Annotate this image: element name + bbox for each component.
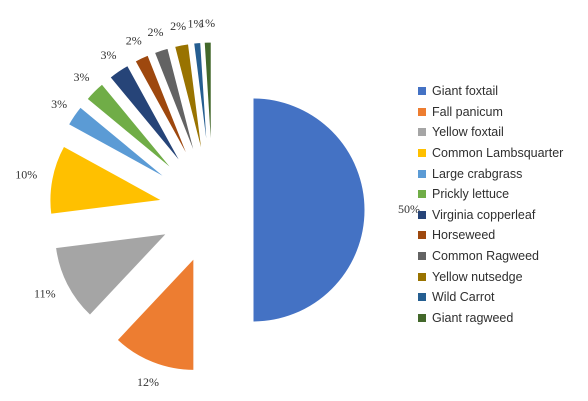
legend-item-prickly-lettuce: Prickly lettuce bbox=[418, 184, 563, 205]
pie-slice-yellow-foxtail bbox=[54, 232, 168, 316]
legend-item-common-lambsquarter: Common Lambsquarter bbox=[418, 143, 563, 164]
legend-item-giant-foxtail: Giant foxtail bbox=[418, 81, 563, 102]
data-label-large-crabgrass: 3% bbox=[51, 97, 67, 111]
legend-label: Fall panicum bbox=[432, 104, 503, 119]
legend-label: Virginia copperleaf bbox=[432, 207, 536, 222]
legend-swatch bbox=[418, 87, 426, 96]
data-label-yellow-nutsedge: 2% bbox=[170, 19, 186, 33]
chart-legend: Giant foxtail Fall panicum Yellow foxtail C… bbox=[418, 81, 563, 328]
legend-label: Horseweed bbox=[432, 228, 496, 243]
legend-label: Yellow nutsedge bbox=[432, 269, 523, 284]
pie-slice-common-ragweed bbox=[153, 47, 197, 157]
legend-label: Wild Carrot bbox=[432, 290, 495, 305]
legend-item-wild-carrot: Wild Carrot bbox=[418, 287, 563, 308]
legend-swatch bbox=[418, 128, 426, 137]
legend-item-horseweed: Horseweed bbox=[418, 225, 563, 246]
legend-item-fall-panicum: Fall panicum bbox=[418, 102, 563, 123]
pie-slice-horseweed bbox=[134, 54, 190, 160]
pie-slice-fall-panicum bbox=[116, 257, 195, 371]
legend-item-giant-ragweed: Giant ragweed bbox=[418, 308, 563, 329]
legend-item-yellow-nutsedge: Yellow nutsedge bbox=[418, 266, 563, 287]
legend-label: Large crabgrass bbox=[432, 166, 523, 181]
data-label-yellow-foxtail: 11% bbox=[34, 286, 56, 300]
legend-swatch bbox=[418, 293, 426, 302]
legend-swatch bbox=[418, 231, 426, 240]
data-label-giant-ragweed: 1% bbox=[199, 16, 215, 30]
pie-slice-virginia-copperleaf bbox=[109, 64, 182, 165]
pie-slice-wild-carrot bbox=[193, 41, 209, 155]
data-label-giant-foxtail: 50% bbox=[398, 202, 420, 216]
pie-slice-prickly-lettuce bbox=[86, 83, 174, 171]
legend-swatch bbox=[418, 190, 426, 199]
legend-item-large-crabgrass: Large crabgrass bbox=[418, 163, 563, 184]
data-label-prickly-lettuce: 3% bbox=[73, 70, 89, 84]
data-label-virginia-copperleaf: 3% bbox=[100, 48, 116, 62]
pie-slice-large-crabgrass bbox=[67, 106, 168, 179]
legend-label: Giant foxtail bbox=[432, 84, 499, 99]
legend-swatch bbox=[418, 313, 426, 322]
pie-slice-giant-ragweed bbox=[203, 41, 212, 155]
legend-label: Yellow foxtail bbox=[432, 125, 504, 140]
legend-label: Giant ragweed bbox=[432, 310, 514, 325]
pie-slice-common-lambsquarter bbox=[49, 145, 164, 215]
legend-label: Common Lambsquarter bbox=[432, 146, 564, 161]
legend-swatch bbox=[418, 107, 426, 116]
legend-swatch bbox=[418, 210, 426, 219]
legend-label: Common Ragweed bbox=[432, 249, 539, 264]
legend-label: Prickly lettuce bbox=[432, 187, 510, 202]
data-label-horseweed: 2% bbox=[126, 33, 142, 47]
data-label-common-lambsquarter: 10% bbox=[15, 168, 37, 182]
pie-slice-giant-foxtail bbox=[252, 97, 366, 323]
legend-item-virginia-copperleaf: Virginia copperleaf bbox=[418, 205, 563, 226]
data-label-wild-carrot: 1% bbox=[187, 17, 203, 31]
legend-swatch bbox=[418, 272, 426, 281]
legend-item-common-ragweed: Common Ragweed bbox=[418, 246, 563, 267]
legend-swatch bbox=[418, 169, 426, 178]
data-label-common-ragweed: 2% bbox=[148, 25, 164, 39]
legend-swatch bbox=[418, 252, 426, 261]
legend-item-yellow-foxtail: Yellow foxtail bbox=[418, 122, 563, 143]
legend-swatch bbox=[418, 149, 426, 158]
pie-slice-yellow-nutsedge bbox=[174, 43, 204, 156]
data-label-fall-panicum: 12% bbox=[137, 375, 159, 389]
